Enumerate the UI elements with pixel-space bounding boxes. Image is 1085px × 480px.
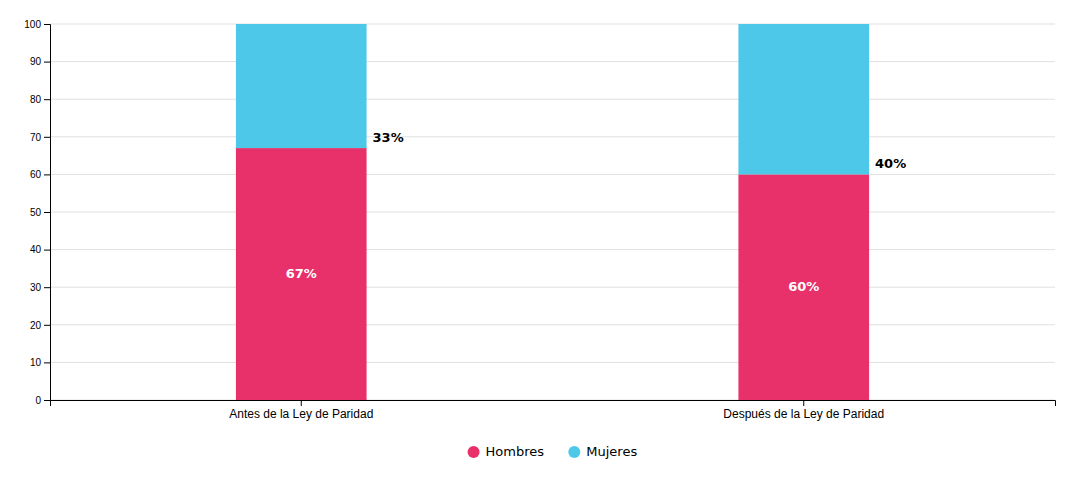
- bar: [236, 24, 367, 148]
- bar: [738, 24, 869, 174]
- tick-mark: [44, 362, 50, 363]
- y-tick: 10: [30, 357, 50, 368]
- tick-label: 0: [35, 395, 41, 406]
- y-tick: 20: [30, 320, 50, 331]
- tick-mark: [44, 400, 50, 401]
- grid-line: [50, 136, 1055, 137]
- plot: 0 10 20 30 40 50 60 70 80 90 100 Antes de la Ley de…: [24, 19, 1055, 421]
- y-tick: 90: [30, 56, 50, 67]
- tick-label: 30: [30, 282, 42, 293]
- grid-line: [50, 324, 1055, 325]
- x-axis: Antes de la Ley de Paridad Después de la …: [51, 400, 1056, 421]
- tick-mark: [44, 212, 50, 213]
- tick-label: Después de la Ley de Paridad: [723, 407, 884, 421]
- legend-item: Mujeres: [568, 444, 637, 459]
- tick-mark: [44, 287, 50, 288]
- y-tick: 50: [30, 207, 50, 218]
- grid-line: [50, 362, 1055, 363]
- legend-item: Hombres: [468, 444, 545, 459]
- tick-label: 20: [30, 320, 42, 331]
- tick-mark: [44, 174, 50, 175]
- y-tick: 70: [30, 132, 50, 143]
- tick-label: 40: [30, 244, 42, 255]
- tick-mark: [44, 24, 50, 25]
- grid-line: [50, 174, 1055, 175]
- y-tick: 100: [24, 19, 50, 30]
- data-label: 40%: [875, 156, 906, 171]
- tick-label: 50: [30, 207, 42, 218]
- tick-label: 10: [30, 357, 42, 368]
- legend: Hombres Mujeres: [468, 444, 638, 459]
- x-tick: Antes de la Ley de Paridad: [229, 400, 373, 421]
- tick-label: 80: [30, 94, 42, 105]
- axis-domain: [44, 25, 51, 401]
- y-tick: 30: [30, 282, 50, 293]
- tick-label: 70: [30, 132, 42, 143]
- legend-label: Hombres: [486, 444, 545, 459]
- tick-label: Antes de la Ley de Paridad: [229, 407, 373, 421]
- tick-mark: [803, 400, 804, 406]
- y-tick: 0: [35, 395, 50, 406]
- tick-mark: [44, 137, 50, 138]
- legend-swatch: [468, 446, 480, 458]
- y-tick: 40: [30, 244, 50, 255]
- grid-line: [50, 287, 1055, 288]
- tick-mark: [44, 99, 50, 100]
- tick-label: 100: [24, 19, 41, 30]
- tick-label: 60: [30, 169, 42, 180]
- data-labels: 67% 60% 33% 40%: [286, 130, 907, 294]
- bar: [738, 174, 869, 400]
- data-label: 33%: [373, 130, 404, 145]
- chart: 0 10 20 30 40 50 60 70 80 90 100 Antes de la Ley de…: [0, 0, 1085, 480]
- grid: [50, 24, 1055, 400]
- bar: [236, 148, 367, 400]
- data-label: 60%: [788, 279, 819, 294]
- grid-line: [50, 249, 1055, 250]
- bars: [236, 24, 869, 400]
- series: [236, 24, 869, 174]
- tick-mark: [44, 325, 50, 326]
- grid-line: [50, 212, 1055, 213]
- grid-line: [50, 99, 1055, 100]
- axis-domain: [51, 401, 1056, 407]
- grid-line: [50, 24, 1055, 25]
- tick-label: 90: [30, 56, 42, 67]
- data-label: 67%: [286, 266, 317, 281]
- y-tick: 60: [30, 169, 50, 180]
- x-tick: Después de la Ley de Paridad: [723, 400, 884, 421]
- legend-label: Mujeres: [586, 444, 637, 459]
- grid-line: [50, 61, 1055, 62]
- y-axis: 0 10 20 30 40 50 60 70 80 90 100: [24, 19, 50, 406]
- tick-mark: [44, 62, 50, 63]
- y-tick: 80: [30, 94, 50, 105]
- tick-mark: [301, 400, 302, 406]
- series: [236, 148, 869, 400]
- legend-swatch: [568, 446, 580, 458]
- tick-mark: [44, 250, 50, 251]
